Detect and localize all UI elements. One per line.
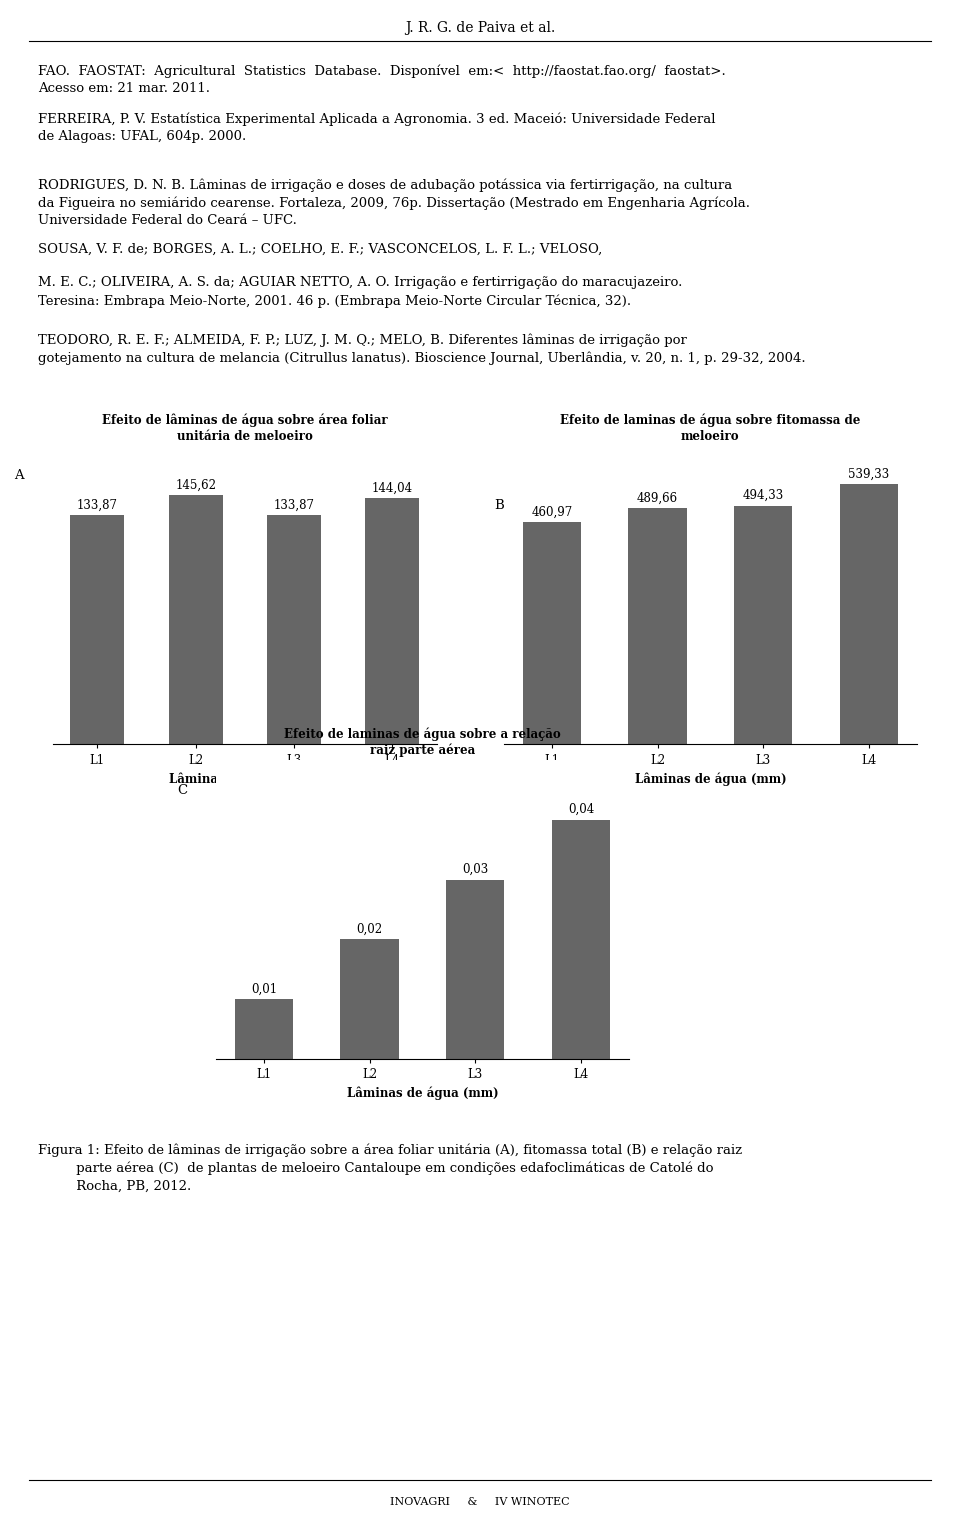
Text: 489,66: 489,66 [637, 491, 678, 505]
Text: 133,87: 133,87 [77, 499, 118, 511]
X-axis label: Lâminas de água (mm): Lâminas de água (mm) [347, 1087, 498, 1101]
Bar [341, 939, 398, 1059]
Bar [446, 880, 504, 1059]
Bar [552, 820, 610, 1059]
Title: Efeito de laminas de água sobre fitomassa de
meloeiro: Efeito de laminas de água sobre fitomass… [561, 413, 860, 442]
Bar [629, 508, 686, 744]
Text: RODRIGUES, D. N. B. Lâminas de irrigação e doses de adubação potássica via ferti: RODRIGUES, D. N. B. Lâminas de irrigação… [38, 178, 751, 227]
Text: 460,97: 460,97 [531, 505, 572, 519]
Text: A: A [14, 470, 24, 482]
Text: 494,33: 494,33 [743, 490, 784, 502]
Text: SOUSA, V. F. de; BORGES, A. L.; COELHO, E. F.; VASCONCELOS, L. F. L.; VELOSO,: SOUSA, V. F. de; BORGES, A. L.; COELHO, … [38, 243, 603, 255]
Title: Efeito de lâminas de água sobre área foliar
unitária de meloeiro: Efeito de lâminas de água sobre área fol… [102, 413, 388, 442]
X-axis label: Lâminas de água (mm): Lâminas de água (mm) [169, 772, 321, 786]
Text: 539,33: 539,33 [849, 468, 890, 480]
Text: C: C [178, 784, 188, 797]
Text: Figura 1: Efeito de lâminas de irrigação sobre a área foliar unitária (A), fitom: Figura 1: Efeito de lâminas de irrigação… [38, 1144, 742, 1193]
Bar [734, 507, 792, 744]
Text: 133,87: 133,87 [274, 499, 315, 511]
Text: FERREIRA, P. V. Estatística Experimental Aplicada a Agronomia. 3 ed. Maceió: Uni: FERREIRA, P. V. Estatística Experimental… [38, 112, 716, 143]
X-axis label: Lâminas de água (mm): Lâminas de água (mm) [635, 772, 786, 786]
Text: 0,01: 0,01 [251, 982, 276, 996]
Text: TEODORO, R. E. F.; ALMEIDA, F. P.; LUZ, J. M. Q.; MELO, B. Diferentes lâminas de: TEODORO, R. E. F.; ALMEIDA, F. P.; LUZ, … [38, 333, 806, 365]
Bar [267, 516, 321, 744]
Bar [169, 496, 223, 744]
Bar [365, 497, 420, 744]
Text: 144,04: 144,04 [372, 482, 413, 494]
Bar [235, 999, 293, 1059]
Text: FAO.  FAOSTAT:  Agricultural  Statistics  Database.  Disponível  em:<  http://fa: FAO. FAOSTAT: Agricultural Statistics Da… [38, 64, 726, 95]
Bar [523, 522, 581, 744]
Text: M. E. C.; OLIVEIRA, A. S. da; AGUIAR NETTO, A. O. Irrigação e fertirrigação do m: M. E. C.; OLIVEIRA, A. S. da; AGUIAR NET… [38, 276, 683, 307]
Text: 0,03: 0,03 [462, 863, 489, 876]
Bar [70, 516, 125, 744]
Title: Efeito de laminas de água sobre a relação
raiz parte aérea: Efeito de laminas de água sobre a relaçã… [284, 728, 561, 757]
Text: J. R. G. de Paiva et al.: J. R. G. de Paiva et al. [405, 20, 555, 34]
Text: B: B [494, 499, 504, 513]
Text: 145,62: 145,62 [175, 479, 216, 491]
Text: 0,02: 0,02 [356, 923, 383, 936]
Bar [840, 484, 898, 744]
Text: 0,04: 0,04 [568, 803, 594, 817]
Text: INOVAGRI     &     IV WINOTEC: INOVAGRI & IV WINOTEC [390, 1497, 570, 1507]
